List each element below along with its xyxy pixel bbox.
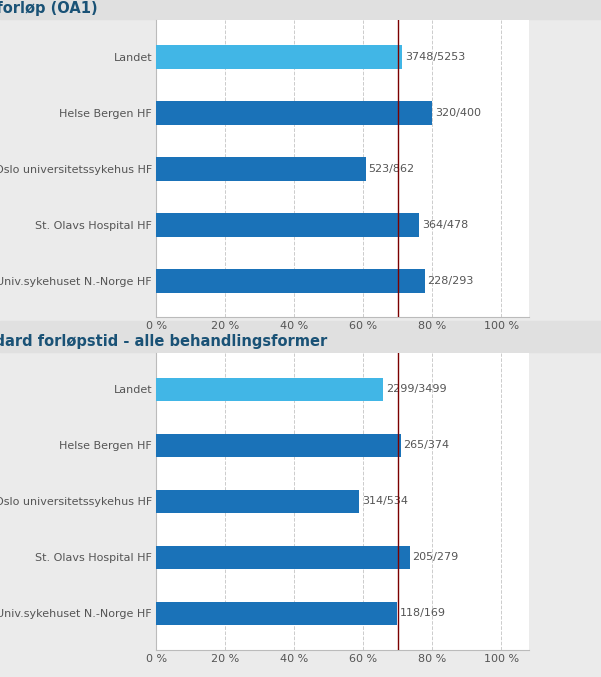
Text: 364/478: 364/478 — [422, 220, 468, 230]
Bar — [156, 546, 410, 569]
Bar — [156, 434, 401, 457]
Bar — [156, 378, 383, 401]
Bar — [156, 213, 419, 236]
Text: Andel behandlet innen standard forløpstid - alle behandlingsformer: Andel behandlet innen standard forløpsti… — [0, 334, 328, 349]
Text: 2299/3499: 2299/3499 — [386, 385, 447, 395]
Text: 228/293: 228/293 — [427, 276, 474, 286]
Text: 320/400: 320/400 — [435, 108, 481, 118]
Text: 3748/5253: 3748/5253 — [405, 51, 465, 62]
Text: 205/279: 205/279 — [412, 552, 459, 563]
Bar — [156, 101, 432, 125]
Text: 265/374: 265/374 — [403, 441, 450, 450]
Bar — [156, 157, 365, 181]
Bar — [156, 602, 397, 626]
Bar — [156, 269, 425, 292]
Bar — [156, 45, 403, 68]
Text: Andel nye pasienter i pakkeforløp (OA1): Andel nye pasienter i pakkeforløp (OA1) — [0, 1, 97, 16]
Text: 314/534: 314/534 — [362, 496, 408, 506]
Text: 118/169: 118/169 — [400, 609, 446, 619]
Text: 523/862: 523/862 — [368, 164, 415, 174]
Bar — [156, 489, 359, 513]
